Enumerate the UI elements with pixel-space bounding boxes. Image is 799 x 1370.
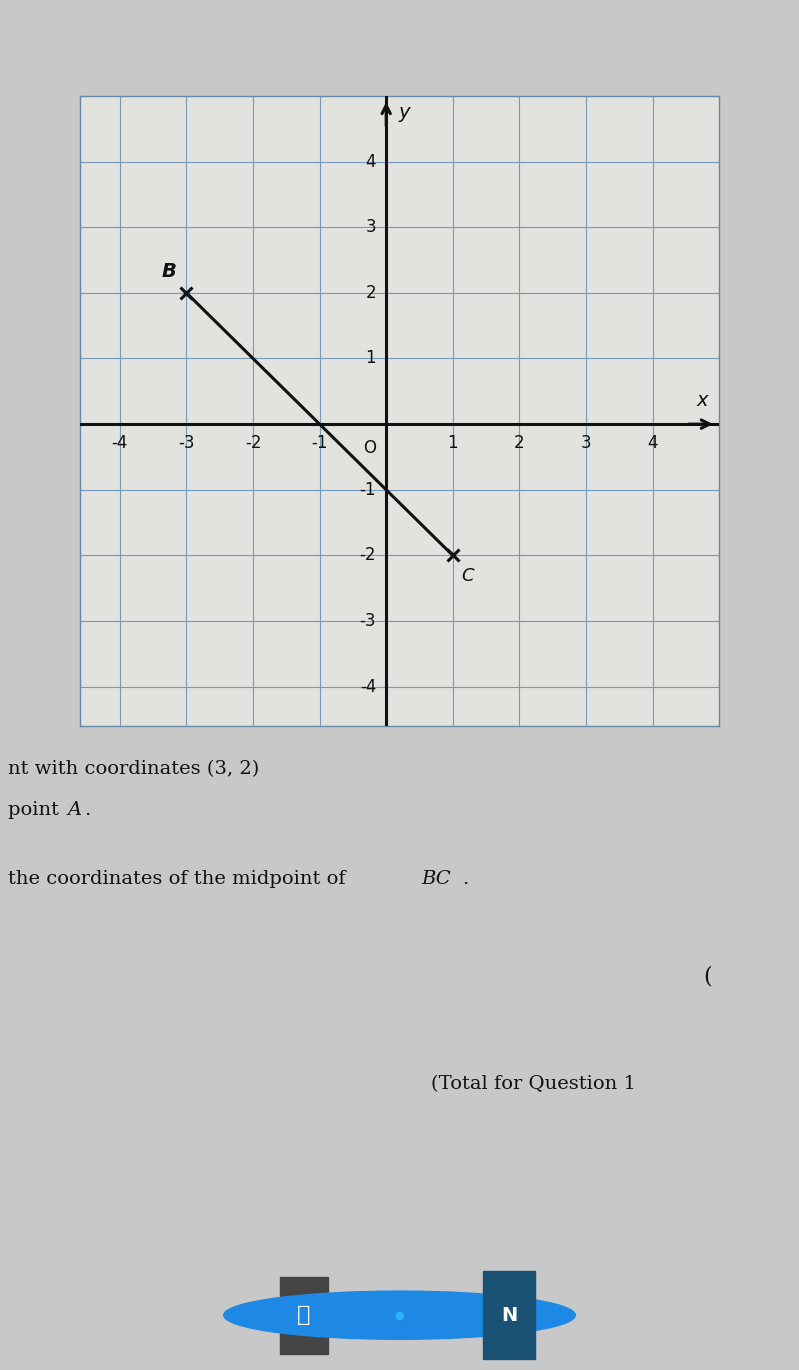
Text: nt with coordinates (3, 2): nt with coordinates (3, 2) [8, 760, 259, 778]
Text: -1: -1 [312, 434, 328, 452]
Text: .: . [462, 870, 468, 888]
Text: N: N [502, 1306, 518, 1325]
Text: -4: -4 [112, 434, 128, 452]
Text: 2: 2 [366, 284, 376, 301]
Text: 4: 4 [366, 152, 376, 170]
Text: -2: -2 [360, 547, 376, 564]
Circle shape [224, 1291, 575, 1340]
Bar [483, 1271, 535, 1359]
Text: point: point [8, 801, 66, 819]
Text: (: ( [703, 966, 712, 988]
Text: C: C [461, 567, 473, 585]
Text: BC: BC [421, 870, 451, 888]
Text: -1: -1 [360, 481, 376, 499]
Text: 1: 1 [366, 349, 376, 367]
Text: -3: -3 [178, 434, 195, 452]
Text: y: y [398, 103, 410, 122]
Text: 3: 3 [581, 434, 591, 452]
Bar [280, 1277, 328, 1354]
Text: 2: 2 [514, 434, 525, 452]
Text: .: . [84, 801, 90, 819]
Text: 1: 1 [447, 434, 458, 452]
Text: 4: 4 [647, 434, 658, 452]
Text: B: B [161, 262, 177, 281]
Text: -3: -3 [360, 612, 376, 630]
Text: -2: -2 [244, 434, 261, 452]
Text: the coordinates of the midpoint of: the coordinates of the midpoint of [8, 870, 352, 888]
Text: -4: -4 [360, 678, 376, 696]
Text: ●: ● [395, 1310, 404, 1321]
Text: (Total for Question 1: (Total for Question 1 [431, 1075, 636, 1093]
Text: 品: 品 [297, 1306, 310, 1325]
Text: 3: 3 [366, 218, 376, 236]
Text: O: O [364, 438, 376, 456]
Text: A: A [68, 801, 82, 819]
Text: x: x [697, 390, 708, 410]
